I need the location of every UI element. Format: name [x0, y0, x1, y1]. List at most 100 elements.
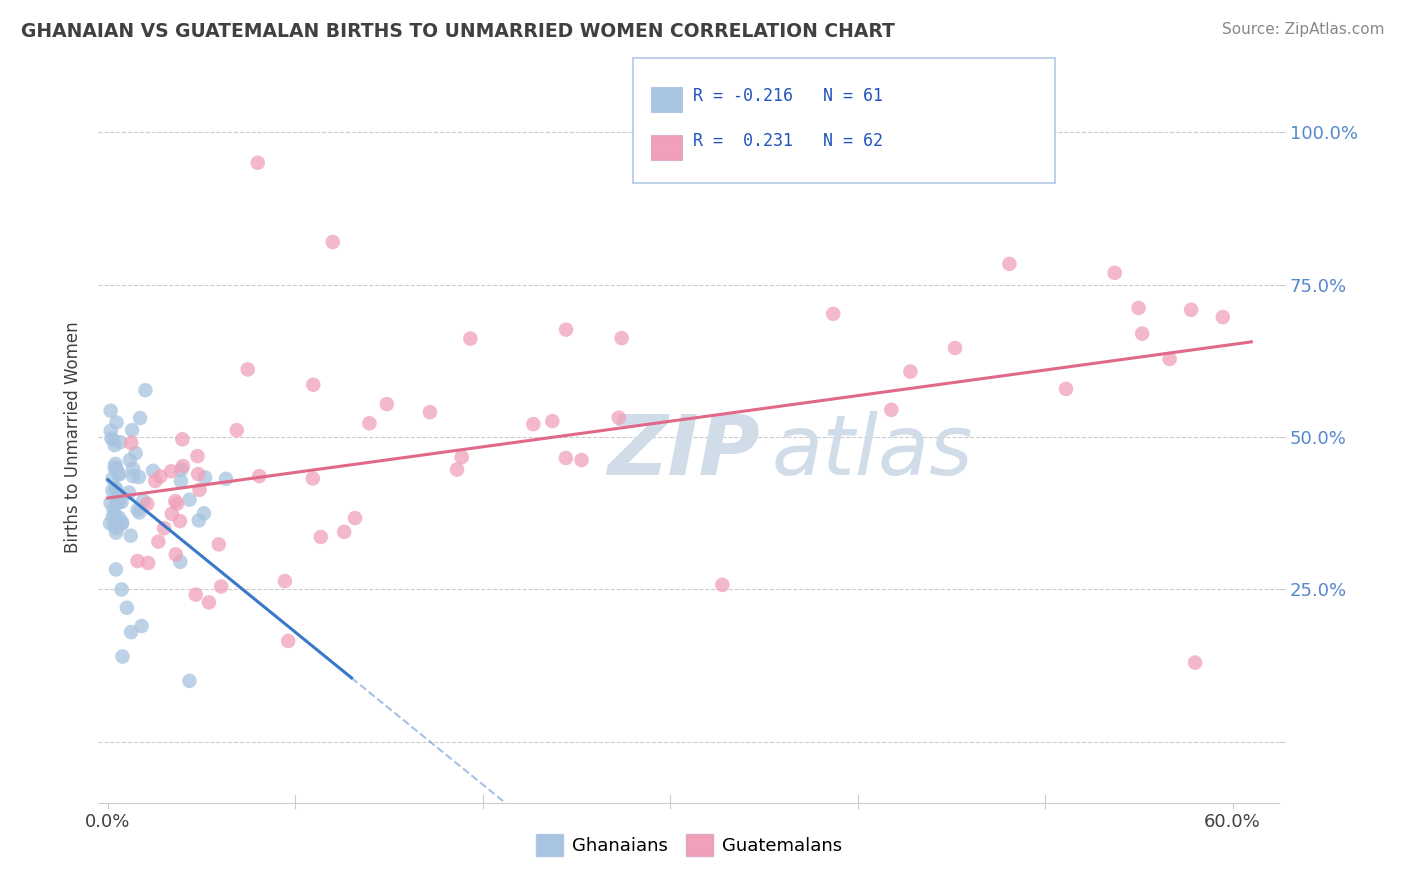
Point	[522, 417, 544, 431]
Point	[100, 496, 122, 510]
Point	[101, 472, 124, 486]
Point	[103, 519, 125, 533]
Point	[1128, 301, 1150, 315]
Point	[105, 416, 128, 430]
Point	[108, 489, 131, 503]
Point	[128, 506, 150, 520]
Point	[166, 497, 188, 511]
Point	[1159, 351, 1181, 366]
Point	[165, 494, 187, 508]
Text: R = -0.216   N = 61: R = -0.216 N = 61	[693, 87, 883, 105]
Point	[160, 507, 183, 521]
Point	[170, 463, 193, 477]
Point	[122, 462, 145, 476]
Point	[170, 474, 193, 488]
Point	[132, 493, 155, 508]
Point	[375, 397, 398, 411]
Point	[111, 516, 134, 531]
Point	[104, 509, 127, 524]
Point	[107, 495, 129, 509]
Point	[105, 525, 128, 540]
Point	[460, 332, 482, 346]
Point	[446, 462, 468, 476]
Point	[134, 384, 156, 398]
Point	[555, 323, 578, 337]
Point	[900, 365, 922, 379]
Point	[115, 600, 138, 615]
Point	[124, 446, 146, 460]
Point	[188, 483, 211, 497]
Point	[104, 438, 127, 452]
Point	[208, 537, 231, 551]
Point	[322, 235, 344, 249]
Point	[215, 472, 238, 486]
Point	[571, 453, 593, 467]
Point	[127, 503, 149, 517]
Point	[105, 496, 128, 510]
Point	[103, 433, 125, 447]
Point	[104, 457, 127, 471]
Point	[108, 510, 131, 524]
Point	[103, 502, 125, 516]
Point	[1130, 326, 1153, 341]
Point	[131, 619, 153, 633]
Point	[225, 423, 247, 437]
Point	[104, 562, 127, 576]
Point	[108, 467, 131, 481]
Point	[610, 331, 633, 345]
Point	[107, 494, 129, 508]
Point	[143, 474, 166, 488]
Point	[153, 521, 176, 535]
Point	[172, 432, 194, 446]
Point	[121, 423, 143, 437]
Point	[186, 449, 208, 463]
Point	[101, 509, 124, 524]
Point	[998, 257, 1021, 271]
Point	[309, 530, 332, 544]
Point	[105, 521, 128, 535]
Point	[1054, 382, 1077, 396]
Point	[333, 524, 356, 539]
Point	[1212, 310, 1234, 324]
Text: Source: ZipAtlas.com: Source: ZipAtlas.com	[1222, 22, 1385, 37]
Point	[554, 450, 576, 465]
Point	[187, 513, 209, 527]
Point	[98, 516, 121, 531]
Point	[120, 436, 142, 450]
Point	[187, 467, 209, 481]
Point	[100, 424, 122, 438]
Point	[193, 506, 215, 520]
Text: R =  0.231   N = 62: R = 0.231 N = 62	[693, 132, 883, 150]
Point	[711, 578, 734, 592]
Point	[943, 341, 966, 355]
Point	[172, 458, 194, 473]
Point	[149, 469, 172, 483]
Text: atlas: atlas	[772, 411, 973, 492]
Text: ZIP: ZIP	[607, 411, 759, 492]
Point	[100, 403, 122, 417]
Point	[450, 450, 472, 464]
Point	[110, 495, 132, 509]
Text: GHANAIAN VS GUATEMALAN BIRTHS TO UNMARRIED WOMEN CORRELATION CHART: GHANAIAN VS GUATEMALAN BIRTHS TO UNMARRI…	[21, 22, 896, 41]
Point	[122, 469, 145, 483]
Point	[120, 625, 142, 640]
Point	[136, 497, 159, 511]
Point	[359, 417, 381, 431]
Point	[343, 511, 366, 525]
Point	[129, 411, 152, 425]
Point	[101, 483, 124, 498]
Point	[277, 634, 299, 648]
Point	[274, 574, 297, 588]
Point	[169, 555, 191, 569]
Point	[1180, 302, 1202, 317]
Point	[107, 467, 129, 482]
Point	[118, 453, 141, 467]
Point	[179, 492, 201, 507]
Legend: Ghanaians, Guatemalans: Ghanaians, Guatemalans	[529, 827, 849, 863]
Point	[823, 307, 845, 321]
Point	[607, 410, 630, 425]
Point	[111, 649, 134, 664]
Point	[301, 471, 323, 485]
Point	[103, 460, 125, 475]
Point	[419, 405, 441, 419]
